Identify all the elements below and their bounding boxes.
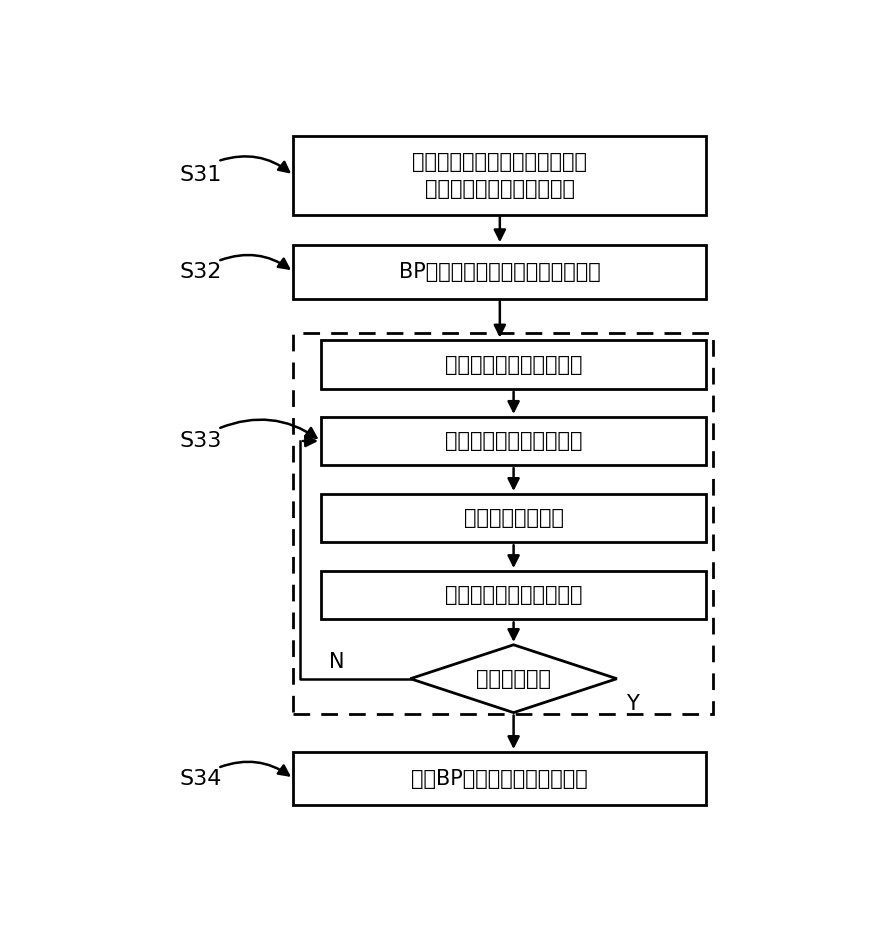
Bar (293, 333, 713, 715)
Text: N: N (329, 653, 345, 672)
Bar (321, 571, 706, 619)
Text: Y: Y (626, 693, 639, 714)
Text: 将网络神经元的权值和阈值作粒
子化处理，并对粒子初始化: 将网络神经元的权值和阈值作粒 子化处理，并对粒子初始化 (412, 152, 587, 198)
Text: 粒子适应度值计算: 粒子适应度值计算 (464, 508, 564, 528)
Text: BP神经网络训练误差作为适应度值: BP神经网络训练误差作为适应度值 (399, 261, 600, 282)
Text: 寻找个体极值和群体极值: 寻找个体极值和群体极值 (445, 355, 583, 375)
Bar (293, 245, 706, 298)
Bar (321, 417, 706, 465)
Text: S33: S33 (179, 431, 222, 451)
Text: S31: S31 (179, 166, 222, 185)
Bar (321, 340, 706, 389)
Bar (321, 494, 706, 542)
Text: S34: S34 (179, 768, 222, 789)
Text: S32: S32 (179, 261, 222, 282)
Bar (293, 752, 706, 806)
Polygon shape (410, 645, 617, 713)
Text: 粒子速度更新和位置更新: 粒子速度更新和位置更新 (445, 431, 583, 451)
Text: 满足终止条件: 满足终止条件 (476, 668, 551, 689)
Text: 输出BP神经网络的权值和阈值: 输出BP神经网络的权值和阈值 (411, 768, 588, 789)
Bar (293, 136, 706, 215)
Text: 个体极值和群体极值更新: 个体极值和群体极值更新 (445, 585, 583, 605)
